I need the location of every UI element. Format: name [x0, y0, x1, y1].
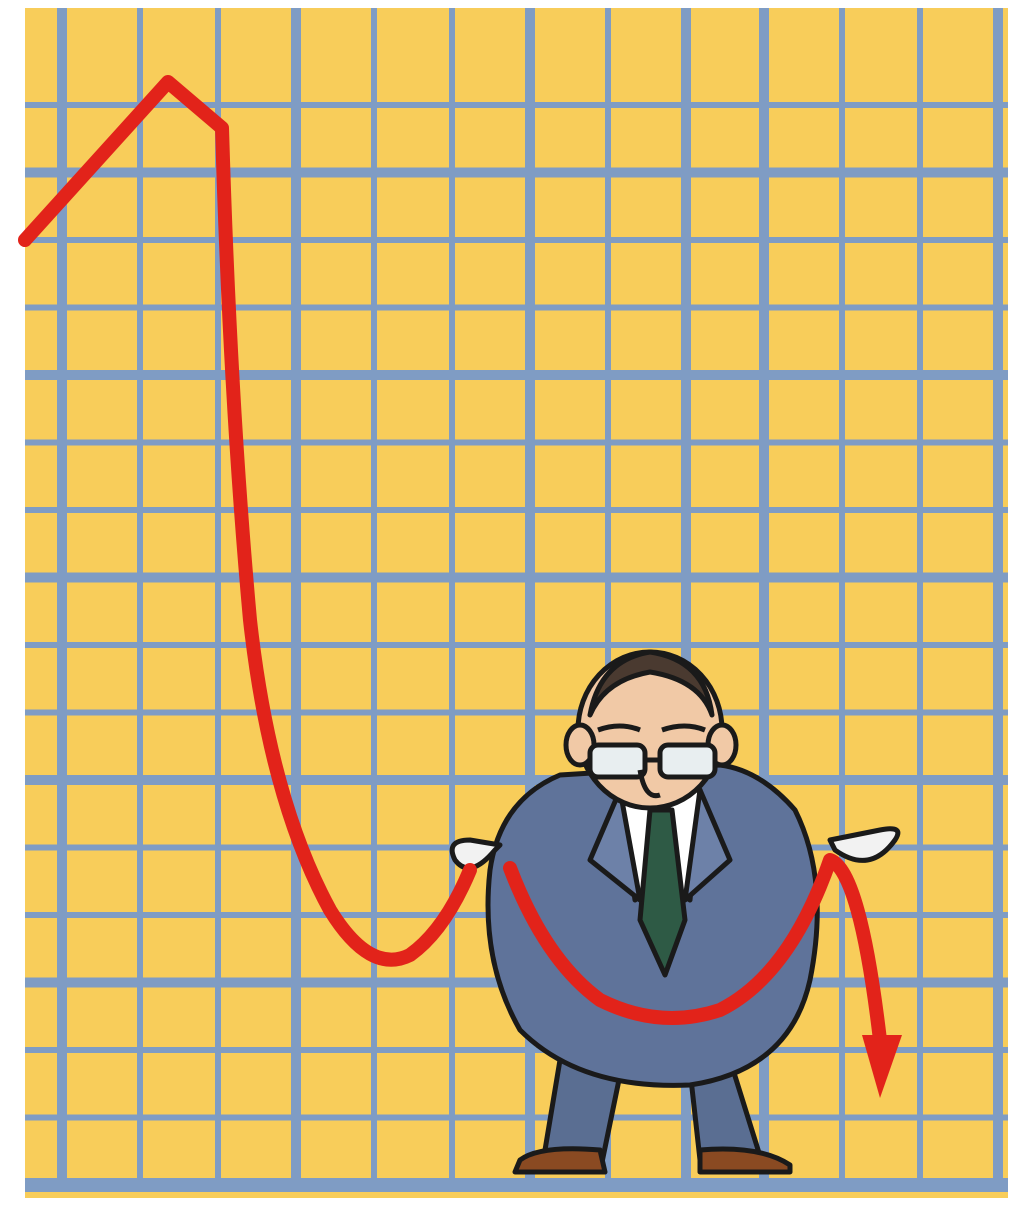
right-glass — [660, 745, 715, 777]
page: (() => { const svg = document.getElement… — [0, 0, 1029, 1219]
left-glass — [590, 745, 645, 777]
floor-band — [25, 1178, 1008, 1192]
illustration — [0, 0, 1029, 1219]
